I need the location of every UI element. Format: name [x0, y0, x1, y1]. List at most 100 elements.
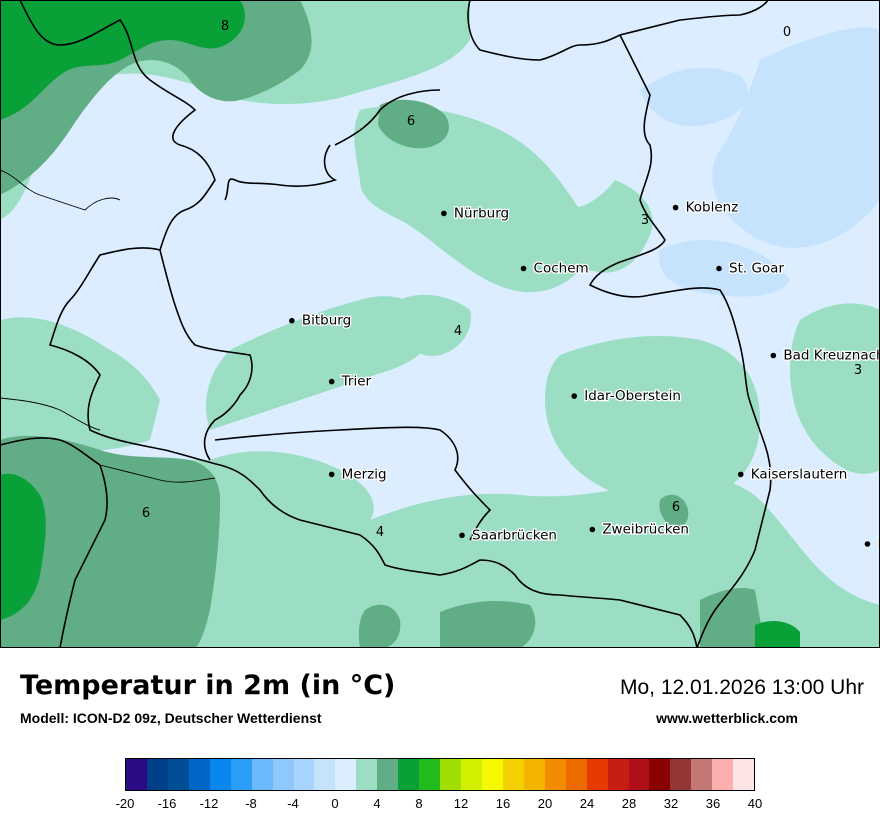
legend-swatch [398, 759, 420, 790]
legend-tick: 40 [747, 796, 763, 811]
city-label: Zweibrücken [602, 522, 689, 538]
city-label: Trier [341, 374, 372, 390]
legend-swatch [440, 759, 461, 790]
legend-tick: 4 [373, 796, 381, 811]
legend-ticks: -20 -16 -12 -8 -4 0 4 8 12 16 20 24 28 32 36 40 [116, 796, 763, 816]
legend-swatch [670, 759, 692, 790]
map-title: Temperatur in 2m (in °C) [20, 670, 396, 701]
model-info: Modell: ICON-D2 09z, Deutscher Wetterdie… [20, 710, 322, 726]
city-label: Bitburg [302, 313, 351, 329]
border-east [467, 0, 769, 61]
legend-swatch [209, 759, 231, 790]
border-hesse [588, 34, 772, 648]
legend-tick: 8 [415, 796, 423, 811]
legend-swatch [335, 759, 357, 790]
color-legend [125, 758, 755, 791]
cold-areas [640, 27, 880, 297]
legend-tick: 0 [331, 796, 339, 811]
legend-swatch [461, 759, 482, 790]
border-saarland [219, 464, 698, 648]
legend-swatch [314, 759, 336, 790]
legend-swatch [712, 759, 734, 790]
legend-swatch [230, 759, 252, 790]
legend-tick: -20 [115, 796, 135, 811]
legend-swatch [167, 759, 189, 790]
legend-swatch [544, 759, 566, 790]
contour-label: 6 [407, 114, 415, 129]
city-dot [441, 210, 447, 217]
city-dot [672, 204, 679, 211]
contour-label: 6 [142, 506, 150, 521]
legend-swatch [272, 759, 294, 790]
city-dot [716, 265, 722, 272]
contour-label: 0 [783, 25, 791, 40]
legend-swatch [188, 759, 210, 790]
legend-tick: -4 [287, 796, 299, 811]
city-label: Koblenz [686, 200, 739, 216]
contour-label: 3 [854, 363, 862, 378]
legend-tick: 24 [579, 796, 595, 811]
contour-label: 3 [641, 213, 649, 228]
region-borders [0, 0, 772, 648]
city-label: Saarbrücken [472, 527, 557, 543]
city-dot [289, 317, 295, 324]
border-saarland-north [214, 426, 492, 541]
city-dot [770, 352, 777, 359]
legend-swatch [628, 759, 650, 790]
legend-swatch [607, 759, 629, 790]
border-lux [159, 249, 253, 461]
rivers [0, 169, 216, 483]
legend-tick: 12 [453, 796, 469, 811]
city-label: St. Goar [729, 261, 784, 277]
city-label: Idar-Oberstein [584, 388, 681, 404]
border-nrw-north [334, 89, 441, 146]
legend-swatch [691, 759, 713, 790]
city-dot [328, 471, 335, 478]
legend-swatch [251, 759, 273, 790]
city-label: Landau [877, 536, 880, 552]
website-link[interactable]: www.wetterblick.com [656, 710, 798, 726]
city-dot [520, 265, 527, 272]
city-label: Kaiserslautern [751, 466, 848, 482]
legend-swatch [733, 759, 755, 790]
legend-swatch [586, 759, 608, 790]
legend-tick: 20 [537, 796, 553, 811]
city-label: Cochem [534, 261, 589, 277]
legend-tick: 36 [705, 796, 721, 811]
contour-labels: 8 0 6 3 4 3 6 6 4 [142, 19, 862, 540]
legend-tick: -12 [199, 796, 219, 811]
contour-label: 8 [221, 19, 229, 34]
legend-swatch [419, 759, 441, 790]
legend-swatch [146, 759, 168, 790]
legend-swatch [649, 759, 671, 790]
city-label: Bad Kreuznach [783, 348, 880, 364]
city-dot [459, 532, 465, 539]
warmest-areas [0, 0, 800, 648]
legend-tick: 16 [495, 796, 511, 811]
legend-swatch [293, 759, 315, 790]
legend-swatch [377, 759, 399, 790]
footer: Temperatur in 2m (in °C) Modell: ICON-D2… [0, 648, 880, 830]
legend-tick: -8 [245, 796, 257, 811]
legend-swatch [523, 759, 545, 790]
legend-swatch [502, 759, 524, 790]
city-dot [864, 541, 871, 547]
border-rlp-west [19, 0, 221, 466]
city-dot [589, 526, 596, 533]
legend-tick: 32 [663, 796, 679, 811]
legend-swatch [126, 759, 147, 790]
contour-label: 6 [672, 500, 680, 515]
legend-tick: -16 [157, 796, 177, 811]
legend-swatch [565, 759, 587, 790]
contour-label: 4 [454, 324, 462, 339]
border-sw [0, 437, 101, 466]
border-south [59, 464, 108, 648]
legend-swatch [356, 759, 378, 790]
city-dot [328, 378, 335, 385]
legend-tick: 28 [621, 796, 637, 811]
city-label: Nürburg [454, 205, 509, 221]
border-nrw [224, 144, 338, 201]
legend-swatch [481, 759, 503, 790]
